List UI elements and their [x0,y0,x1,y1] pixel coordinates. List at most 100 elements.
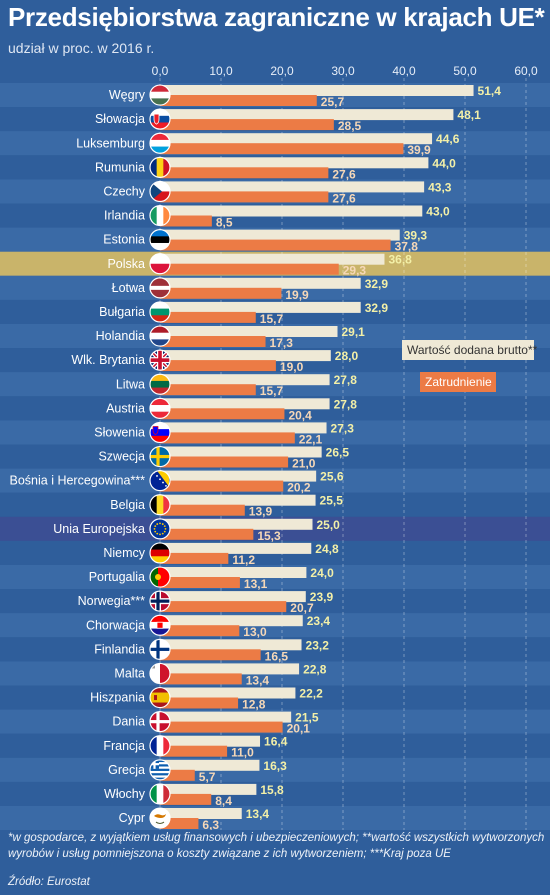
employment-label: 16,5 [265,649,289,663]
x-tick-label: 20,0 [270,64,294,78]
employment-label: 20,7 [290,601,314,615]
row-background [0,757,550,782]
employment-bar [160,649,261,661]
country-label: Portugalia [89,570,145,584]
legend-employment-label: Zatrudnienie [425,375,492,389]
flag-latvia-icon [150,277,170,298]
employment-bar [160,697,239,709]
value-added-bar [160,615,303,627]
employment-label: 29,3 [343,264,367,278]
country-label: Włochy [104,787,146,801]
country-label: Francja [103,739,145,753]
value-added-label: 51,4 [478,84,502,98]
employment-label: 13,1 [244,577,268,591]
employment-label: 20,2 [287,481,311,495]
value-added-bar [160,422,327,434]
employment-label: 27,6 [332,167,356,181]
employment-label: 39,9 [407,143,431,157]
employment-label: 28,5 [338,119,362,133]
value-added-label: 43,3 [428,180,452,194]
value-added-label: 22,8 [303,662,327,676]
employment-label: 5,7 [199,770,216,784]
country-label: Szwecja [98,450,145,464]
flag-hungary-icon [150,85,170,106]
legend-employment-swatch [420,372,496,392]
value-added-bar [160,326,338,337]
employment-label: 8,5 [216,216,233,230]
row-background [0,806,550,830]
value-added-bar [160,446,322,458]
country-label: Łotwa [112,281,145,295]
country-label: Estonia [103,233,145,247]
employment-bar [160,745,228,757]
country-label: Wlk. Brytania [71,353,145,367]
country-label: Malta [114,666,145,680]
employment-label: 15,7 [260,312,284,326]
value-added-bar [160,398,330,410]
employment-label: 13,0 [243,625,267,639]
flag-ring [149,204,171,227]
employment-label: 15,7 [260,384,284,398]
country-label: Unia Europejska [53,522,145,536]
country-label: Irlandia [104,209,145,223]
value-added-label: 32,9 [365,301,389,315]
flag-netherlands-icon [150,326,170,347]
flag-italy-icon [150,783,170,804]
value-added-label: 32,9 [365,277,389,291]
value-added-bar [160,277,361,289]
flag-ring [149,470,171,492]
employment-bar [160,143,404,155]
chart-subtitle: udział w proc. w 2016 r. [8,40,155,56]
source-note: Źródło: Eurostat [8,876,90,888]
employment-label: 19,9 [285,288,309,302]
bar-chart: 0,0 10,0 20,0 30,0 40,0 50,0 60,0 51,4 25,7 Węgry… [0,64,550,830]
value-added-label: 24,8 [315,542,339,556]
employment-label: 12,8 [242,698,266,712]
value-added-label: 15,8 [260,783,284,797]
employment-bar [160,673,242,685]
country-label: Holandia [96,329,145,343]
employment-bar [160,432,295,444]
country-label: Norwegia*** [78,594,146,608]
employment-label: 13,4 [246,673,270,687]
employment-label: 21,0 [292,457,316,471]
employment-bar [160,263,339,275]
row-background [0,781,550,806]
value-added-label: 36,8 [388,253,412,267]
flag-malta-icon [150,663,170,684]
employment-label: 11,0 [231,746,254,760]
country-label: Litwa [116,377,145,391]
employment-bar [160,577,240,588]
value-added-bar [160,181,425,193]
flag-ireland-icon [150,205,170,226]
flag-bulgaria-icon [150,301,170,322]
flag-austria-icon [150,398,170,419]
country-label: Rumunia [95,160,145,174]
flag-croatia-icon [150,615,170,636]
country-label: Słowacja [95,112,145,126]
flag-ring [149,349,171,371]
value-added-label: 25,6 [320,470,344,484]
country-label: Belgia [110,498,145,512]
flag-slovakia-icon [150,109,170,130]
employment-bar [160,360,276,372]
value-added-bar [160,567,307,578]
value-added-label: 27,8 [334,373,358,387]
value-added-label: 25,5 [320,494,344,508]
flag-ring [149,421,171,444]
employment-label: 22,1 [299,432,323,446]
employment-label: 17,3 [270,336,294,350]
employment-bar [160,336,266,347]
country-label: Czechy [103,184,145,198]
employment-label: 25,7 [321,95,345,109]
flag-ring [149,783,171,805]
value-added-label: 48,1 [457,108,481,122]
flag-eu-icon [150,518,170,539]
value-added-bar [160,783,257,795]
value-added-bar [160,687,296,699]
employment-label: 20,1 [287,722,311,736]
value-added-bar [160,735,261,747]
country-label: Bośnia i Hercegowina*** [10,474,146,488]
value-added-label: 21,5 [295,711,319,725]
employment-bar [160,601,287,613]
